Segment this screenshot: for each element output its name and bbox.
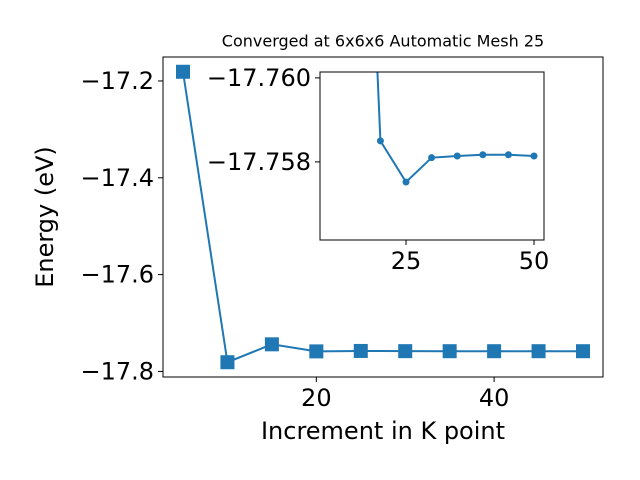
marker	[453, 152, 461, 160]
line	[376, 72, 535, 184]
marker	[576, 344, 590, 359]
x-tick-label: 50	[519, 247, 550, 275]
x-axis-label: Increment in K point	[261, 417, 505, 445]
x-tick-label: 25	[391, 247, 422, 275]
marker	[402, 178, 410, 186]
marker	[487, 344, 502, 359]
axes-frame	[162, 56, 604, 378]
y-tick-label: −17.8	[80, 357, 154, 385]
y-axis-label: Energy (eV)	[31, 146, 59, 288]
marker	[479, 151, 487, 159]
chart-title: Converged at 6x6x6 Automatic Mesh 25	[222, 32, 544, 51]
marker	[530, 152, 538, 160]
y-tick-label: −17.2	[80, 67, 154, 95]
axes-frame	[319, 71, 545, 241]
y-tick-label: −17.758	[207, 148, 311, 176]
x-tick-label: 40	[479, 384, 510, 412]
plot-layer	[176, 64, 590, 370]
marker	[442, 344, 457, 359]
y-tick-label: −17.6	[80, 261, 154, 289]
marker	[220, 355, 235, 370]
marker	[428, 154, 436, 162]
marker	[176, 64, 190, 79]
marker	[309, 344, 324, 359]
x-tick-label: 20	[301, 384, 332, 412]
y-tick-label: −17.4	[80, 164, 154, 192]
plot-layer	[376, 72, 538, 186]
line	[182, 71, 583, 364]
marker	[353, 343, 368, 358]
y-tick-label: −17.760	[207, 64, 311, 92]
marker	[398, 344, 413, 359]
marker	[376, 137, 384, 145]
marker	[531, 344, 546, 359]
marker	[504, 151, 512, 159]
marker	[264, 337, 279, 352]
